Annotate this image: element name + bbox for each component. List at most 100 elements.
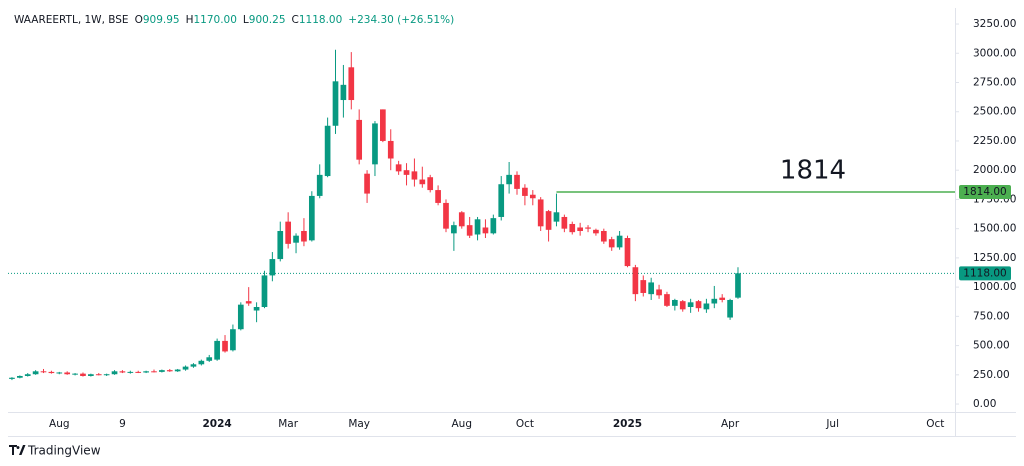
candle-body [506,174,512,185]
candle-body [387,140,394,159]
candle-body [403,170,410,175]
candle-body [48,371,55,374]
candle-body [380,109,386,141]
candle-body [308,195,315,241]
candle-body [585,227,591,229]
logo-mark [9,445,26,455]
candle-body [624,238,631,267]
candle-body [529,194,536,199]
candle-body [253,306,260,311]
candle-body [32,371,39,375]
candle-body [230,329,236,351]
candle-body [711,298,718,304]
candle-body [419,179,426,185]
ohlc-value: 900.25 [249,14,286,26]
y-tick-label: 3250.00 [973,18,1016,30]
candle-body [364,173,370,194]
ohlc-value: 909.95 [143,14,180,26]
candle-body [88,374,94,376]
y-tick-label: 1000.00 [973,281,1016,293]
candle-body [372,123,378,165]
candle-body [174,369,181,372]
candle-body [143,371,149,373]
candle-body [214,340,220,360]
x-tick-label: Aug [452,418,473,430]
candle-body [561,216,568,229]
candle-body [348,67,355,101]
x-tick-label: Mar [278,418,298,430]
level-label: 1814 [780,155,846,185]
candle-body [703,303,710,310]
candle-body [577,227,583,231]
candle-body [648,282,655,295]
ohlc-value: 1118.00 [299,14,342,26]
y-tick-label: 2250.00 [973,135,1016,147]
candle-body [72,373,78,375]
ohlc-key: O [135,14,143,26]
y-tick-label: 2500.00 [973,106,1016,118]
ohlc-key: H [186,14,194,26]
candle-body [182,366,189,370]
candle-body [498,184,505,217]
candle-body [222,340,228,352]
candle-body [490,218,497,234]
level-tag: 1814.00 [963,186,1006,198]
candle-body [458,212,465,227]
x-tick-label: Apr [721,418,740,430]
candle-body [679,301,686,310]
candle-body [514,174,520,189]
candle-body [727,299,733,318]
candle-body [616,235,623,248]
candle-body [672,299,678,306]
candle-body [608,239,615,248]
x-tick-label: May [348,418,370,430]
ohlc-value: 1170.00 [193,14,236,26]
candle-body [103,374,110,376]
candle-body [301,230,307,242]
candle-body [435,190,441,203]
last-price-tag: 1118.00 [963,267,1006,279]
logo-text: TradingView [27,444,101,458]
candle-body [56,372,63,374]
candle-body [332,81,339,126]
candle-body [632,267,639,295]
header: WAAREERTL, 1W, BSE O909.95 H1170.00 L900.25… [14,14,454,26]
candle-body [656,289,662,296]
candle-body [198,360,205,365]
level-tag-bg [959,184,1011,199]
candle-body [245,301,252,304]
candle-body [95,374,102,376]
y-tick-label: 3000.00 [973,47,1016,59]
candle-body [277,230,284,260]
x-tick-label: Oct [926,418,944,430]
candle-body [190,364,197,367]
change: +234.30 (+26.51%) [348,14,454,26]
candle-body [474,219,481,235]
candle-body [356,119,363,160]
candle-body [640,280,647,293]
y-tick-label: 0.00 [973,398,996,410]
candle-body [324,125,331,177]
last-price-tag-bg [959,266,1011,281]
y-tick-label: 2000.00 [973,164,1016,176]
candle-body [111,371,118,375]
candle-body [340,84,347,101]
y-tick-label: 500.00 [973,340,1010,352]
y-tick-label: 1500.00 [973,223,1016,235]
candle-body [553,212,560,222]
candle-body [9,377,15,379]
x-tick-label: 2024 [203,418,232,430]
candle-body [316,174,323,196]
candle-body [600,230,607,242]
ohlc-key: L [243,14,249,26]
candle-body [395,164,402,172]
candle-body [166,370,173,372]
candle-body [24,374,31,376]
candle-body [522,187,528,196]
candle-body [593,229,599,234]
y-tick-label: 750.00 [973,310,1010,322]
y-tick-label: 2750.00 [973,76,1016,88]
candle-body [451,225,457,234]
